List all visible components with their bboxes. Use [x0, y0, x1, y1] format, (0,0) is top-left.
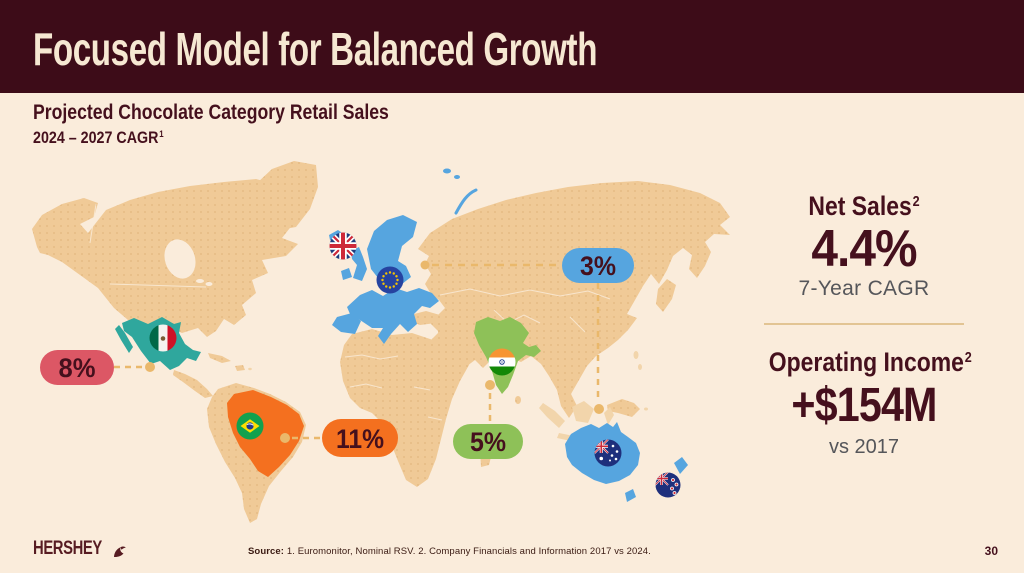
- new-zealand-flag-icon: [655, 472, 681, 498]
- connectors: [114, 260, 604, 443]
- connector-india-dot: [485, 380, 495, 390]
- net-sales-caption: 7-Year CAGR: [798, 276, 930, 300]
- source-note: Source: 1. Euromonitor, Nominal RSV. 2. …: [248, 546, 651, 557]
- uk-flag-icon: [329, 232, 357, 260]
- hershey-logo: HERSHEY: [33, 538, 127, 560]
- subtitle: Projected Chocolate Category Retail Sale…: [33, 101, 457, 148]
- puerto-rico: [248, 367, 252, 371]
- hispaniola: [235, 365, 245, 371]
- footnote-sup: 1: [159, 129, 164, 140]
- brazil-flag-icon: [236, 412, 264, 440]
- operating-income-value: +$154M: [791, 378, 937, 432]
- net-sales-value: 4.4%: [811, 219, 917, 278]
- hudson-bay: [164, 239, 196, 279]
- badge-india-value: 5%: [470, 427, 506, 457]
- japan: [656, 279, 676, 312]
- asia: [418, 181, 730, 418]
- net-sales-label: Net Sales2: [808, 190, 920, 221]
- region-brazil: [227, 390, 304, 477]
- kiss-icon: [114, 546, 127, 558]
- mexico-flag-icon: [149, 324, 177, 352]
- stats-divider: [764, 322, 964, 325]
- central-america: [173, 370, 213, 398]
- baja-california: [115, 325, 133, 353]
- borneo: [572, 401, 594, 423]
- arabia: [438, 325, 478, 369]
- subtitle-line1: Projected Chocolate Category Retail Sale…: [33, 101, 389, 124]
- iberia: [332, 313, 361, 334]
- source-text: 1. Euromonitor, Nominal RSV. 2. Company …: [286, 546, 651, 557]
- new-guinea: [607, 399, 640, 417]
- scandinavia: [367, 215, 417, 284]
- cuba: [208, 353, 231, 363]
- water-features: [164, 239, 213, 286]
- ireland: [341, 268, 352, 280]
- badge-europe-anz: 3%: [562, 248, 634, 283]
- tasmania: [625, 489, 636, 502]
- operating-income-label: Operating Income2: [768, 346, 972, 377]
- connector-anz-dot: [594, 404, 604, 414]
- sulawesi: [604, 407, 614, 425]
- greenland: [253, 161, 318, 231]
- badge-mexico-value: 8%: [59, 353, 96, 383]
- india-flag-icon: [488, 348, 516, 376]
- badge-mexico: 8%: [40, 350, 114, 385]
- badge-india: 5%: [453, 424, 523, 459]
- source-label: Source:: [248, 546, 285, 557]
- great-britain: [351, 247, 367, 281]
- europe-mainland: [347, 288, 439, 344]
- operating-income-caption: vs 2017: [828, 435, 900, 458]
- sri-lanka: [515, 396, 521, 404]
- badge-europe-anz-value: 3%: [580, 251, 616, 281]
- sumatra: [539, 403, 565, 428]
- hershey-logo-text: HERSHEY: [33, 538, 102, 559]
- subtitle-line2: 2024 – 2027 CAGR1: [33, 128, 164, 147]
- turkey: [410, 311, 440, 325]
- nz-north-island: [674, 457, 688, 474]
- great-lake-2: [205, 282, 213, 286]
- eu-flag-icon: [376, 266, 404, 294]
- page-number: 30: [984, 544, 998, 558]
- connector-europe-dot: [420, 260, 430, 270]
- badge-brazil: 11%: [322, 419, 398, 457]
- badge-brazil-value: 11%: [336, 424, 384, 454]
- great-lake: [196, 279, 204, 283]
- baffin-island: [234, 189, 256, 209]
- solomon-islands: [644, 407, 648, 411]
- philippines-2: [638, 364, 642, 370]
- world-map: 8% 11% 5% 3%: [10, 147, 750, 532]
- siberian-lakes: [443, 168, 478, 215]
- philippines: [633, 351, 639, 359]
- header-bar: Focused Model for Balanced Growth: [0, 0, 1024, 93]
- connector-mexico-dot: [145, 362, 155, 372]
- page-title: Focused Model for Balanced Growth: [33, 23, 598, 75]
- connector-brazil-dot: [280, 433, 290, 443]
- stats-panel: Net Sales2 4.4% 7-Year CAGR Operating In…: [752, 188, 976, 460]
